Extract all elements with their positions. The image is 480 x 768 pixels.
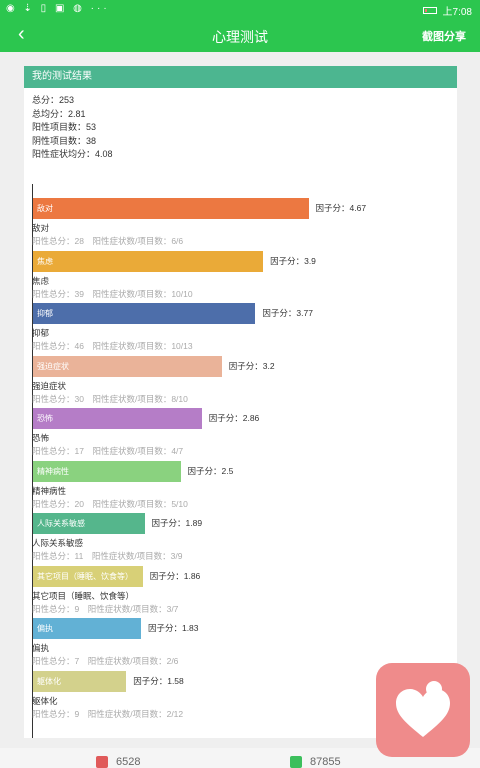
factor-name: 焦虑 — [32, 275, 50, 286]
chart-bar: 躯体化 — [33, 670, 127, 692]
result-card: 我的测试结果 总分：253 总均分：2.81 阳性项目数：53 阴性项目数：38… — [24, 66, 457, 738]
status-bar: ◉ ⇣ ▯ ▣ ◍ ··· 上7:08 — [0, 0, 480, 18]
summary-block: 总分：253 总均分：2.81 阳性项目数：53 阴性项目数：38 阳性症状均分… — [24, 88, 457, 168]
factor-detail: 阳性总分：20 阳性症状数/项目数：5/10 — [32, 498, 188, 509]
summary-line: 总均分：2.81 — [32, 108, 86, 119]
bar-label: 焦虑 — [37, 256, 53, 266]
factor-name: 躯体化 — [32, 695, 58, 706]
heart-person-icon — [396, 681, 450, 737]
factor-name: 敌对 — [32, 223, 50, 233]
factor-detail: 阳性总分：9 阳性症状数/项目数：2/12 — [32, 708, 184, 719]
like-count: 87855 — [310, 756, 341, 768]
thumbs-up-icon — [290, 756, 302, 768]
bar-label: 躯体化 — [37, 676, 61, 686]
bar-label: 敌对 — [37, 204, 53, 213]
share-screenshot-button[interactable]: 截图分享 — [422, 31, 466, 43]
dislike-button[interactable]: 6528 — [96, 756, 140, 768]
factor-score-label: 因子分：3.77 — [262, 308, 313, 318]
chart-bar: 精神病性 — [33, 460, 181, 482]
factor-name: 恐怖 — [32, 433, 50, 443]
factor-detail: 阳性总分：30 阳性症状数/项目数：8/10 — [32, 393, 188, 404]
top-nav: ‹ 心理测试 截图分享 — [0, 18, 480, 52]
bar-label: 强迫症状 — [37, 361, 69, 371]
bar-label: 精神病性 — [37, 466, 69, 476]
page-title: 心理测试 — [212, 29, 268, 45]
bar-label: 恐怖 — [37, 414, 53, 423]
chart-bar: 其它项目（睡眠、饮食等） — [33, 565, 143, 587]
factor-name: 人际关系敏感 — [32, 538, 84, 548]
chart-bar: 敌对 — [33, 198, 309, 219]
factor-name: 其它项目（睡眠、饮食等） — [32, 590, 135, 601]
chart-bar: 强迫症状 — [33, 355, 222, 377]
clock: 上7:08 — [442, 7, 472, 18]
factor-detail: 阳性总分：28 阳性症状数/项目数：6/6 — [32, 236, 184, 246]
battery-icon — [422, 7, 437, 14]
factor-detail: 阳性总分：9 阳性症状数/项目数：3/7 — [32, 603, 179, 614]
factor-score-label: 因子分：1.89 — [151, 518, 203, 528]
factor-detail: 阳性总分：46 阳性症状数/项目数：10/13 — [32, 341, 193, 351]
factor-score-label: 因子分：4.67 — [315, 203, 367, 213]
factor-score-label: 因子分：1.86 — [149, 570, 201, 581]
like-button[interactable]: 87855 — [290, 756, 341, 768]
chart-bar: 偏执 — [33, 618, 141, 639]
summary-line: 阴性项目数：38 — [32, 135, 97, 146]
factor-score-label: 因子分：1.58 — [133, 675, 184, 686]
chevron-left-icon[interactable]: ‹ — [18, 23, 25, 45]
factor-detail: 阳性总分：7 阳性症状数/项目数：2/6 — [32, 656, 179, 666]
chart-axis — [32, 184, 33, 738]
factor-score-label: 因子分：1.83 — [147, 623, 199, 633]
app-logo — [376, 663, 470, 757]
factor-name: 精神病性 — [32, 485, 67, 496]
chart-bar: 抑郁 — [33, 303, 256, 324]
factor-score-label: 因子分：3.2 — [228, 360, 275, 371]
result-card-heading: 我的测试结果 — [24, 66, 457, 88]
summary-line: 阳性症状均分：4.08 — [32, 149, 113, 159]
bar-label: 偏执 — [37, 624, 53, 633]
factor-name: 强迫症状 — [32, 380, 67, 391]
factor-name: 抑郁 — [32, 328, 50, 338]
summary-line: 阳性项目数：53 — [32, 122, 97, 132]
factor-score-label: 因子分：2.5 — [187, 465, 234, 476]
chart-bar: 恐怖 — [33, 408, 202, 429]
summary-line: 总分：253 — [32, 95, 75, 105]
factor-score-label: 因子分：3.9 — [270, 255, 316, 266]
factor-detail: 阳性总分：11 阳性症状数/项目数：3/9 — [32, 551, 183, 561]
bar-label: 人际关系敏感 — [37, 519, 85, 528]
factor-detail: 阳性总分：39 阳性症状数/项目数：10/10 — [32, 288, 193, 299]
factor-bar-chart: 敌对 因子分：4.67 敌对 阳性总分：28 阳性症状数/项目数：6/6 焦虑 因子分：3… — [32, 184, 452, 744]
status-right: 上7:08 — [422, 3, 472, 18]
bottom-bar: 6528 87855 — [0, 748, 480, 768]
dislike-count: 6528 — [116, 756, 141, 768]
factor-detail: 阳性总分：17 阳性症状数/项目数：4/7 — [32, 446, 184, 456]
factor-name: 偏执 — [32, 643, 50, 653]
bar-label: 其它项目（睡眠、饮食等） — [37, 571, 133, 581]
factor-score-label: 因子分：2.86 — [208, 413, 260, 423]
chart-bar: 人际关系敏感 — [33, 513, 145, 534]
thumbs-down-icon — [96, 756, 108, 768]
chart-bar: 焦虑 — [33, 250, 264, 272]
status-icons: ◉ ⇣ ▯ ▣ ◍ ··· — [6, 3, 110, 14]
bar-label: 抑郁 — [37, 309, 53, 318]
